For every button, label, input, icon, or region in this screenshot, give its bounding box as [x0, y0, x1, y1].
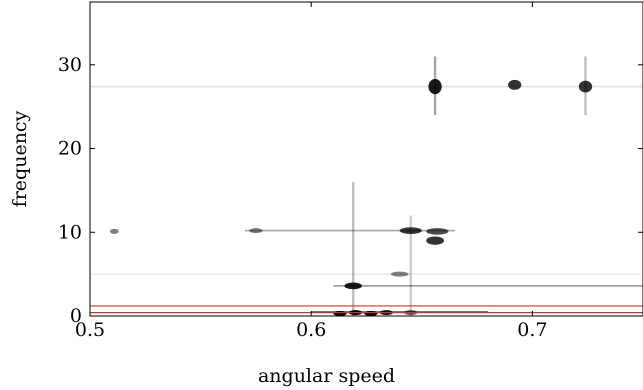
hot-spot: [426, 236, 444, 245]
x-axis-title: angular speed: [258, 365, 395, 387]
y-tick-label: 20: [58, 138, 82, 160]
horizontal-streak: [333, 285, 643, 287]
x-tick-label: 0.5: [75, 319, 105, 341]
x-axis-ticks: 0.5 0.6 0.7: [75, 2, 548, 341]
plot-marks: [90, 56, 643, 316]
y-tick-label: 0: [70, 305, 82, 327]
hot-spot: [249, 228, 263, 234]
reference-lines: [90, 305, 643, 314]
horizontal-streak: [90, 85, 643, 88]
hot-spot: [426, 228, 449, 235]
plot-frame: [89, 1, 643, 317]
horizontal-streak: [90, 273, 643, 275]
y-tick-label: 30: [58, 54, 82, 76]
horizontal-streak: [311, 311, 489, 313]
y-axis-ticks: 0 10 20 30: [58, 54, 643, 327]
x-tick-label: 0.7: [517, 319, 547, 341]
hot-spot: [508, 79, 522, 90]
hot-spot: [109, 228, 119, 234]
hot-spot: [428, 79, 442, 95]
y-tick-label: 10: [58, 221, 82, 243]
hot-spot: [578, 80, 593, 93]
horizontal-streak: [244, 229, 455, 232]
y-axis-title: frequency: [9, 110, 31, 207]
x-tick-label: 0.6: [296, 319, 326, 341]
hot-spot: [333, 310, 347, 316]
vertical-streak: [409, 215, 412, 316]
hot-spot: [344, 282, 363, 290]
hot-spot: [390, 271, 409, 277]
hot-spot: [399, 227, 422, 234]
vertical-streak: [352, 182, 355, 316]
hot-spot: [364, 310, 378, 316]
